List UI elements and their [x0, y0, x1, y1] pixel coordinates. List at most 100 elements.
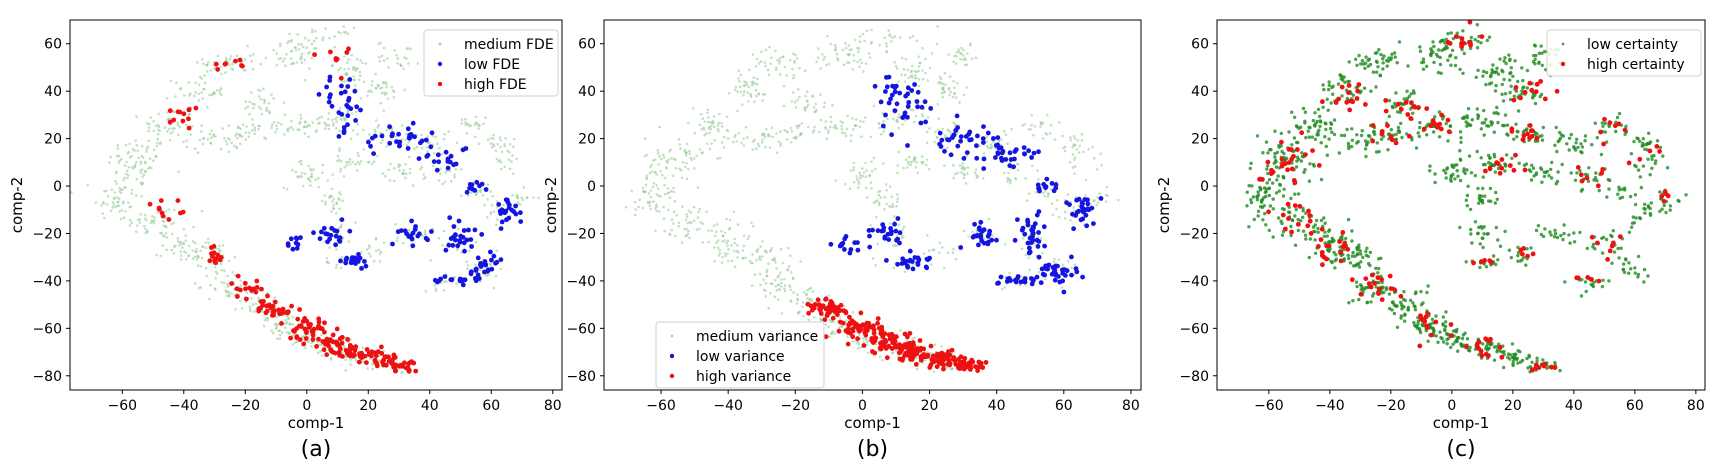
scatter-point: [839, 120, 843, 123]
scatter-point: [1486, 153, 1491, 158]
scatter-point: [1333, 259, 1337, 263]
scatter-point: [799, 260, 802, 263]
scatter-point: [915, 76, 918, 80]
scatter-point: [254, 302, 258, 306]
scatter-point: [104, 189, 108, 193]
scatter-point: [1505, 123, 1510, 127]
scatter-point: [321, 36, 325, 39]
scatter-point: [332, 197, 335, 201]
scatter-point: [843, 310, 849, 316]
scatter-point: [1495, 105, 1499, 110]
scatter-point: [369, 254, 372, 258]
scatter-point: [833, 43, 837, 47]
scatter-point: [1263, 211, 1267, 216]
scatter-point: [1640, 144, 1644, 148]
scatter-point: [733, 237, 736, 241]
scatter-point: [915, 104, 920, 110]
scatter-point: [949, 90, 953, 94]
scatter-point: [743, 84, 746, 87]
scatter-point: [909, 341, 914, 347]
scatter-point: [194, 241, 197, 245]
scatter-point: [150, 219, 154, 222]
scatter-point: [1324, 144, 1329, 149]
scatter-point: [324, 84, 329, 90]
scatter-point: [844, 41, 847, 45]
scatter-point: [297, 307, 302, 312]
scatter-point: [184, 257, 188, 261]
scatter-point: [1361, 286, 1365, 290]
scatter-point: [974, 56, 978, 60]
scatter-point: [253, 103, 256, 106]
scatter-point: [652, 182, 656, 185]
scatter-point: [1355, 284, 1359, 289]
scatter-point: [835, 127, 838, 130]
scatter-point: [1104, 200, 1108, 203]
scatter-point: [366, 139, 371, 145]
scatter-point: [215, 252, 221, 258]
scatter-point: [895, 216, 901, 221]
x-tick-label: −40: [713, 398, 743, 414]
scatter-point: [366, 350, 372, 356]
scatter-point: [515, 194, 519, 198]
scatter-point: [1329, 122, 1334, 127]
scatter-point: [974, 143, 979, 149]
scatter-point: [1038, 280, 1044, 286]
scatter-point: [1316, 230, 1320, 234]
scatter-point: [246, 44, 249, 48]
scatter-point: [345, 122, 350, 128]
scatter-point: [905, 104, 911, 109]
scatter-point: [888, 96, 893, 102]
scatter-point: [404, 172, 408, 175]
scatter-point: [1351, 93, 1356, 97]
scatter-point: [124, 210, 127, 213]
scatter-point: [280, 331, 284, 334]
scatter-point: [1042, 272, 1047, 278]
scatter-point: [176, 121, 179, 124]
scatter-point: [138, 221, 141, 225]
scatter-point: [1512, 137, 1516, 141]
scatter-point: [473, 268, 479, 273]
scatter-point: [401, 138, 404, 141]
scatter-point: [144, 213, 147, 217]
scatter-point: [288, 236, 294, 242]
scatter-point: [202, 62, 205, 65]
scatter-point: [810, 299, 814, 303]
scatter-point: [115, 154, 119, 158]
scatter-point: [1359, 62, 1363, 66]
scatter-point: [251, 102, 254, 105]
scatter-point: [261, 310, 265, 313]
scatter-point: [1416, 131, 1420, 135]
scatter-point: [271, 331, 275, 335]
scatter-point: [958, 134, 964, 140]
scatter-point: [774, 49, 777, 53]
scatter-point: [685, 234, 688, 237]
scatter-point: [287, 317, 290, 321]
scatter-point: [1365, 142, 1369, 146]
scatter-point: [179, 86, 183, 90]
scatter-point: [234, 308, 237, 311]
scatter-point: [687, 229, 690, 233]
scatter-point: [154, 155, 158, 158]
scatter-point: [985, 140, 989, 144]
scatter-point: [736, 90, 739, 93]
scatter-point: [742, 93, 745, 97]
scatter-point: [985, 135, 989, 138]
scatter-point: [1015, 275, 1020, 281]
scatter-point: [1282, 187, 1286, 191]
scatter-point: [212, 133, 215, 136]
scatter-point: [206, 61, 210, 64]
scatter-point: [1260, 198, 1265, 202]
scatter-point: [1321, 105, 1325, 110]
scatter-point: [712, 224, 716, 227]
scatter-point: [216, 89, 219, 92]
scatter-point: [338, 90, 344, 96]
scatter-point: [390, 128, 394, 131]
scatter-point: [404, 176, 407, 180]
scatter-point: [853, 124, 857, 127]
scatter-point: [339, 167, 343, 171]
scatter-point: [429, 259, 433, 262]
scatter-point: [278, 333, 282, 337]
scatter-point: [359, 266, 364, 271]
scatter-point: [1299, 159, 1304, 163]
y-tick-label: 60: [44, 37, 62, 53]
